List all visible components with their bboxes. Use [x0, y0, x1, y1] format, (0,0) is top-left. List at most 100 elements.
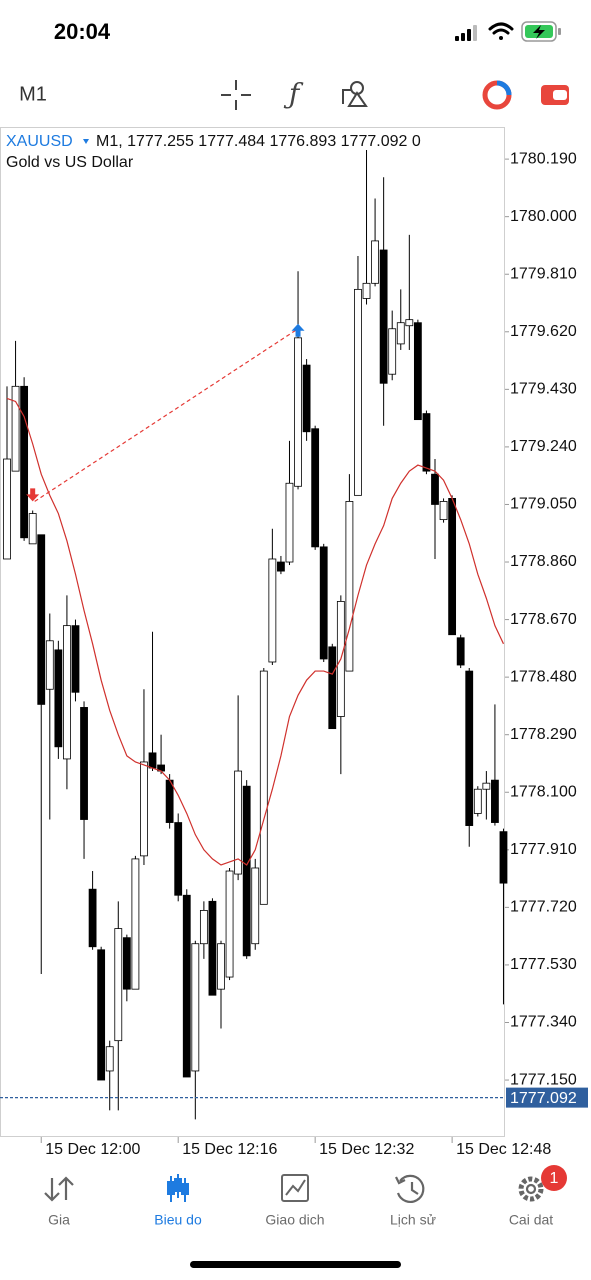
candle-body	[362, 282, 371, 299]
y-tick-label: 1778.860	[510, 553, 577, 570]
tab-settings-icon[interactable]	[518, 1176, 544, 1202]
candle-body	[114, 928, 123, 1042]
candle-body	[165, 779, 174, 823]
wifi-icon	[488, 22, 514, 40]
symbol[interactable]: XAUUSD	[6, 133, 73, 150]
y-tick-label: 1778.100	[510, 783, 577, 800]
candle-body	[71, 625, 80, 693]
candle-body	[379, 249, 388, 384]
candle-body	[63, 625, 71, 760]
candle-body	[465, 670, 474, 826]
candle-body	[285, 482, 294, 563]
candle-body	[28, 513, 37, 545]
candle-body	[105, 1046, 114, 1072]
candle-body	[491, 779, 499, 823]
plot: 1777.150 1777.340 1777.530 1777.720 1777.910…	[0, 150, 588, 1158]
candle-body	[388, 328, 397, 375]
candle-body	[234, 770, 243, 875]
candle-body	[251, 867, 260, 945]
candle-body	[499, 831, 508, 884]
buy-arrow	[291, 323, 305, 337]
y-tick-label: 1780.000	[510, 208, 577, 225]
candle-body	[20, 385, 29, 539]
sell-arrow	[26, 488, 40, 502]
tab-label[interactable]: Lịch sử	[390, 1212, 436, 1228]
candle-body	[294, 337, 302, 487]
candle-body	[473, 788, 482, 814]
y-tick-label: 1779.240	[510, 438, 577, 455]
candle-body	[131, 858, 140, 990]
candle-body	[97, 949, 106, 1081]
account-button[interactable]	[541, 85, 569, 105]
tab-trade-icon[interactable]	[281, 1174, 309, 1202]
candle-body	[259, 670, 268, 905]
indicators-button[interactable]: ƒ	[283, 78, 304, 111]
crosshair-button[interactable]	[221, 80, 251, 110]
candle-body	[482, 782, 491, 790]
y-tick-label: 1777.150	[510, 1071, 577, 1088]
candle-body	[217, 943, 225, 990]
candle-body	[37, 534, 46, 705]
candle-body	[3, 458, 11, 560]
candle-body	[371, 240, 379, 284]
candle-body	[448, 498, 457, 636]
candle-body	[431, 473, 439, 505]
tab-label[interactable]: Gia	[48, 1212, 70, 1228]
home-indicator	[190, 1261, 401, 1268]
candle-body	[122, 937, 131, 990]
candle-body	[225, 870, 234, 978]
candle-body	[45, 640, 54, 690]
y-tick-label: 1779.620	[510, 323, 577, 340]
y-tick-label: 1778.670	[510, 611, 577, 628]
candle-body	[208, 900, 217, 996]
y-tick-label: 1777.720	[510, 899, 577, 916]
trade-line	[34, 328, 299, 502]
tab-label[interactable]: Bieu do	[154, 1212, 202, 1228]
y-tick-label: 1779.430	[510, 381, 577, 398]
tab-label[interactable]: Giao dich	[265, 1212, 324, 1228]
x-tick-label: 15 Dec 12:16	[182, 1141, 277, 1158]
candle-body	[11, 385, 20, 472]
tab-label[interactable]: Cai dat	[509, 1212, 553, 1228]
tab-history-icon[interactable]	[395, 1174, 425, 1203]
candle-body	[148, 752, 157, 769]
candle-body	[140, 761, 148, 857]
y-tick-label: 1777.530	[510, 956, 577, 973]
symbol-dropdown[interactable]	[83, 139, 89, 144]
y-tick-label: 1778.290	[510, 726, 577, 743]
candle-body	[456, 637, 465, 666]
candle-body	[199, 910, 208, 945]
candle-body	[277, 561, 285, 572]
settings-badge-count: 1	[550, 1170, 559, 1187]
settings-badge	[541, 1165, 567, 1191]
candle-body	[174, 822, 183, 896]
candle-body	[80, 707, 88, 820]
current-price-label: 1777.092	[510, 1090, 577, 1107]
candle-body	[413, 322, 422, 421]
candle-body	[422, 413, 431, 472]
candle-body	[182, 894, 191, 1078]
x-tick-label: 15 Dec 12:48	[456, 1141, 551, 1158]
description: Gold vs US Dollar	[6, 154, 134, 171]
tab-quotes-icon[interactable]	[44, 1176, 74, 1202]
candle-body	[54, 649, 63, 748]
status-time: 20:04	[54, 19, 111, 44]
tab-chart-icon[interactable]	[167, 1174, 189, 1202]
timeframe-button[interactable]: M1	[19, 83, 47, 105]
candle-body	[328, 646, 337, 730]
candle-body	[405, 319, 414, 327]
candle-body	[319, 546, 328, 660]
y-tick-label: 1779.810	[510, 265, 577, 282]
candle-body	[396, 322, 405, 345]
x-tick-label: 15 Dec 12:32	[319, 1141, 414, 1158]
y-tick-label: 1777.340	[510, 1014, 577, 1031]
candle-body	[345, 501, 354, 672]
chart-frame	[0, 127, 505, 1137]
battery-icon	[521, 21, 561, 42]
y-tick-label: 1777.910	[510, 841, 577, 858]
x-tick-label: 15 Dec 12:00	[45, 1141, 140, 1158]
candle-body	[302, 364, 311, 433]
objects-button[interactable]	[342, 81, 368, 107]
trade-button[interactable]	[482, 80, 512, 110]
